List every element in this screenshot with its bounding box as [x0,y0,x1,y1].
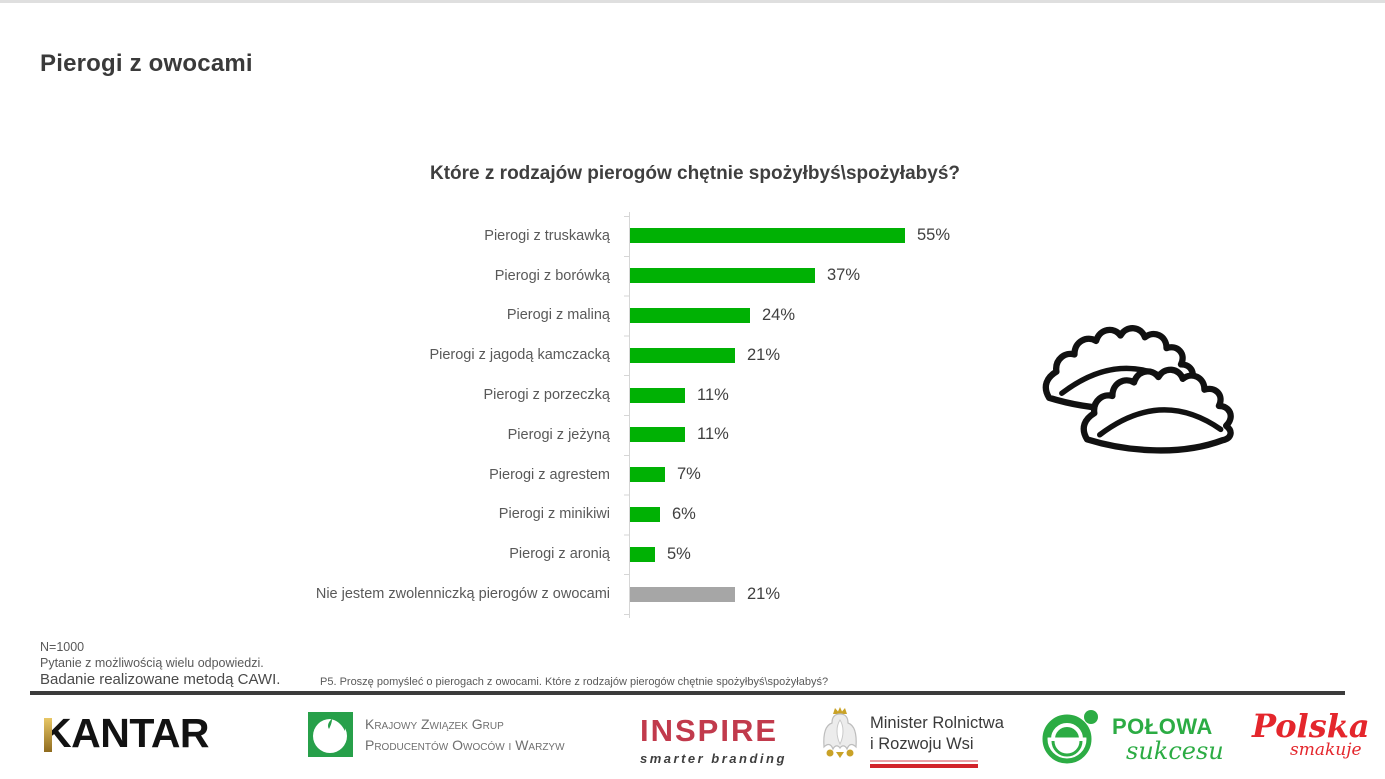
bar [630,347,735,363]
sample-size-note: N=1000 [40,640,85,654]
chart-title: Które z rodzajów pierogów chętnie spożył… [430,163,960,184]
kantar-wordmark: KANTAR [42,710,210,756]
bar-zone: 24% [630,306,795,325]
chart-row: Pierogi z jeżyną 11% [0,415,1030,455]
bar-zone: 55% [630,226,950,245]
bar [630,307,750,323]
axis-line [629,212,630,618]
inspire-wordmark: INSPIRE [640,713,779,748]
value-label: 11% [697,385,729,404]
value-label: 6% [672,504,696,523]
bar [630,387,685,403]
bar [630,228,905,244]
chart-row: Nie jestem zwolenniczką pierogów z owoca… [0,574,1030,614]
multi-answer-note: Pytanie z możliwością wielu odpowiedzi. [40,656,264,670]
kantar-gold-stroke-icon [44,718,52,752]
bar [630,427,685,443]
category-label: Pierogi z truskawką [484,227,610,244]
chart-row: Pierogi z jagodą kamczacką 21% [0,335,1030,375]
flag-stripe-icon [870,760,978,769]
method-note: Badanie realizowane metodą CAWI. [40,671,281,688]
category-label: Pierogi z maliną [506,307,610,324]
chart-row: Pierogi z agrestem 7% [0,455,1030,495]
bar-zone: 37% [630,266,860,285]
polowa-line1: POŁOWA [1112,714,1213,739]
kzgpow-circle-icon [308,712,353,757]
inspire-logo: INSPIRE smarter branding [640,713,787,766]
polska-line1: Polska [1252,707,1370,745]
minister-line2: i Rozwoju Wsi [870,734,974,753]
category-label: Pierogi z agrestem [489,466,610,483]
value-label: 11% [697,425,729,444]
value-label: 5% [667,544,691,563]
category-label: Pierogi z porzeczką [483,387,610,404]
kzgpow-line2: Producentów Owoców i Warzyw [365,736,565,753]
bar-zone: 5% [630,545,691,564]
bar-zone: 7% [630,465,701,484]
bar [630,546,655,562]
bar-zone: 21% [630,585,780,604]
minister-logo: Minister Rolnictwa i Rozwoju Wsi [820,706,1004,769]
chart-row: Pierogi z truskawką 55% [0,216,1030,256]
chart-row: Pierogi z minikiwi 6% [0,495,1030,535]
kantar-logo: KANTAR [42,710,210,757]
value-label: 21% [747,345,781,364]
value-label: 7% [677,465,701,484]
category-label: Nie jestem zwolenniczką pierogów z owoca… [315,586,610,603]
polska-smakuje-logo: Polska smakuje [1252,710,1370,759]
top-border [0,0,1385,3]
kzgpow-logo: Krajowy Związek Grup Producentów Owoców … [308,712,565,757]
chart-row: Pierogi z porzeczką 11% [0,375,1030,415]
polowa-line2: sukcesu [1126,737,1224,765]
chart-row: Pierogi z borówką 37% [0,256,1030,296]
chart-row: Pierogi z aronią 5% [0,534,1030,574]
bar-zone: 21% [630,346,780,365]
inspire-tagline: smarter branding [640,751,787,766]
polowa-sukcesu-icon [1042,710,1098,764]
value-label: 21% [747,584,781,603]
pierogi-icon [1042,325,1234,454]
bar-zone: 11% [630,425,729,444]
value-label: 24% [762,305,796,324]
category-label: Pierogi z jeżyną [507,426,610,443]
axis-ticks [624,216,630,615]
chart-row: Pierogi z maliną 24% [0,296,1030,336]
page-title: Pierogi z owocami [40,50,253,77]
bar [630,467,665,483]
footer-divider [30,691,1345,695]
category-label: Pierogi z jagodą kamczacką [429,347,610,364]
bar-zone: 11% [630,386,729,405]
bar [630,268,815,284]
bar [630,586,735,602]
polish-eagle-icon [823,707,857,758]
polowa-sukcesu-logo: POŁOWA sukcesu [1040,708,1224,766]
value-label: 37% [827,266,861,285]
bar-zone: 6% [630,505,696,524]
question-footnote: P5. Proszę pomyśleć o pierogach z owocam… [320,676,829,688]
category-label: Pierogi z minikiwi [498,506,610,523]
category-label: Pierogi z borówką [494,267,610,284]
value-label: 55% [917,226,951,245]
chart-rows: Pierogi z truskawką 55% Pierogi z borówką 3… [0,216,1030,614]
bar [630,506,660,522]
kzgpow-line1: Krajowy Związek Grup [365,716,504,733]
polska-line2: smakuje [1290,740,1362,760]
minister-line1: Minister Rolnictwa [870,714,1004,732]
category-label: Pierogi z aronią [509,546,610,563]
